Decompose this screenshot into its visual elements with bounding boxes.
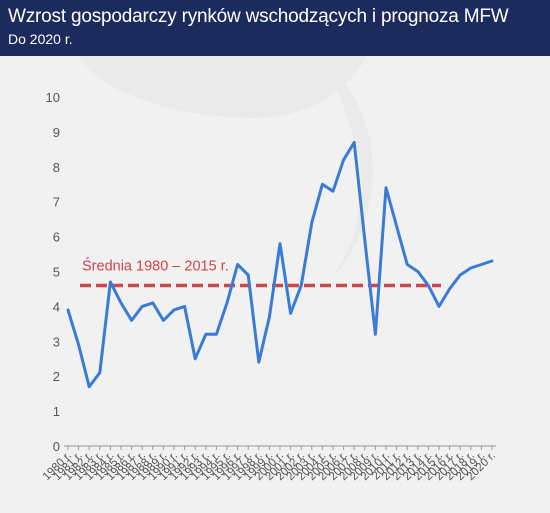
y-tick-label: 5 — [53, 265, 60, 280]
data-point — [353, 141, 356, 144]
data-point — [268, 315, 271, 319]
data-point — [395, 224, 398, 228]
series-layer — [66, 140, 494, 389]
watermark-logo — [80, 56, 373, 280]
data-point — [321, 183, 324, 186]
data-point — [384, 186, 388, 189]
data-point — [130, 319, 133, 322]
data-point — [300, 284, 303, 287]
data-point — [141, 305, 144, 308]
average-label: Średnia 1980 – 2015 r. — [82, 256, 229, 274]
data-point — [416, 270, 419, 273]
y-tick-label: 7 — [53, 195, 60, 210]
data-point — [490, 259, 494, 263]
data-point — [119, 301, 123, 305]
data-point — [151, 301, 154, 305]
data-point — [331, 190, 335, 193]
data-point — [363, 238, 366, 242]
data-point — [204, 333, 207, 336]
x-axis: 1980 r.1981 r.1982 r.1983 r.1984 r.1985 … — [41, 446, 498, 483]
y-tick-label: 0 — [53, 439, 60, 454]
data-point — [172, 308, 176, 312]
y-tick-label: 9 — [53, 125, 60, 140]
data-point — [183, 305, 186, 308]
data-point — [406, 263, 409, 266]
chart-subtitle: Do 2020 r. — [8, 31, 73, 47]
y-tick-label: 8 — [53, 160, 60, 175]
data-point — [310, 221, 313, 224]
data-point — [215, 333, 218, 336]
chart-title: Wzrost gospodarczy rynków wschodzących i… — [8, 6, 509, 27]
data-point — [480, 263, 483, 266]
data-point — [448, 287, 451, 291]
y-tick-label: 6 — [53, 230, 60, 245]
data-point — [257, 361, 260, 364]
data-point — [437, 305, 441, 308]
y-tick-label: 4 — [53, 299, 60, 314]
y-tick-label: 2 — [53, 369, 60, 384]
data-point — [225, 301, 229, 305]
data-point — [194, 357, 197, 360]
data-point — [162, 319, 165, 322]
data-point — [374, 333, 377, 336]
y-tick-label: 10 — [46, 90, 60, 105]
data-point — [459, 273, 462, 277]
data-point — [469, 266, 472, 270]
data-point — [427, 284, 430, 287]
y-tick-label: 3 — [53, 334, 60, 349]
data-point — [66, 308, 70, 312]
data-point — [109, 280, 112, 284]
chart-header: Wzrost gospodarczy rynków wschodzących i… — [0, 0, 550, 56]
data-point — [247, 273, 250, 277]
data-point — [236, 263, 239, 266]
data-point — [289, 312, 292, 315]
data-point — [98, 371, 102, 374]
data-point — [77, 343, 80, 346]
data-point — [278, 242, 282, 245]
y-tick-label: 1 — [53, 404, 60, 419]
data-point — [88, 385, 91, 388]
data-point — [342, 158, 345, 162]
average-layer: Średnia 1980 – 2015 r. — [80, 256, 441, 288]
